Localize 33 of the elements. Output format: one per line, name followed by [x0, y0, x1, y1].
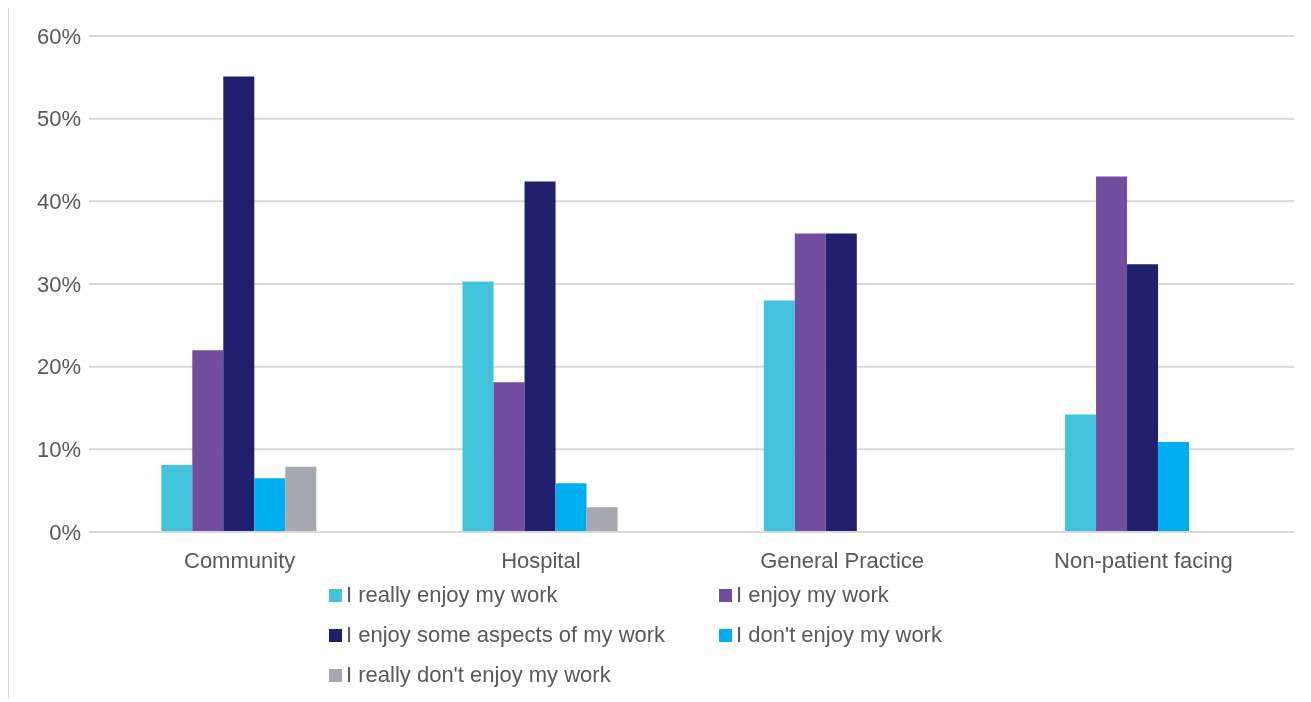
y-tick-label: 30% — [36, 271, 81, 297]
bar — [825, 233, 857, 532]
bar — [192, 350, 224, 532]
x-tick-label: General Practice — [760, 547, 925, 573]
bar — [493, 382, 525, 532]
bar — [794, 233, 826, 532]
y-tick-label: 20% — [36, 354, 81, 380]
bar — [586, 507, 618, 532]
bar — [1158, 441, 1190, 532]
y-tick-label: 10% — [36, 437, 81, 463]
bar — [524, 181, 556, 532]
bar — [223, 76, 255, 532]
bar — [1065, 414, 1097, 532]
legend-label: I really don't enjoy my work — [346, 662, 611, 688]
bar — [555, 483, 587, 532]
y-tick-label: 50% — [36, 106, 81, 132]
y-tick-label: 60% — [36, 23, 81, 49]
legend-label: I enjoy some aspects of my work — [346, 622, 666, 648]
bar — [285, 466, 317, 532]
x-tick-label: Hospital — [501, 547, 581, 573]
bar — [254, 478, 286, 532]
legend-label: I enjoy my work — [736, 582, 889, 608]
bar — [1096, 176, 1128, 532]
bar — [161, 465, 193, 532]
y-tick-label: 0% — [49, 519, 81, 545]
legend-label: I don't enjoy my work — [736, 622, 942, 648]
bar — [1127, 264, 1159, 532]
bar — [763, 300, 795, 532]
bar — [462, 281, 494, 532]
x-tick-label: Community — [184, 547, 296, 573]
x-tick-label: Non-patient facing — [1054, 547, 1233, 573]
legend-label: I really enjoy my work — [346, 582, 558, 608]
y-tick-label: 40% — [36, 189, 81, 215]
